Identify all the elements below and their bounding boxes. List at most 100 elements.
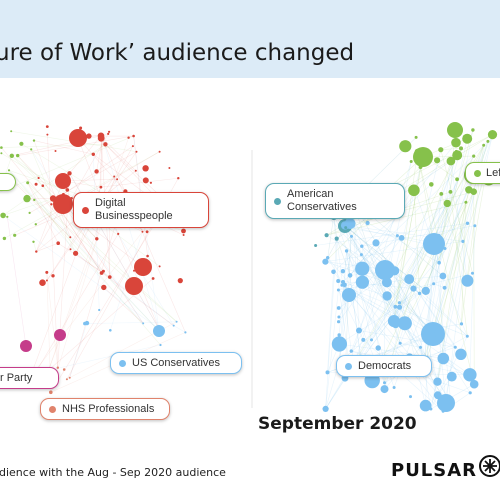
graph-edge [33, 241, 37, 252]
node-blue [434, 329, 444, 339]
node-green [438, 147, 444, 153]
node-blue [419, 345, 422, 349]
node-green [23, 194, 31, 203]
node-red [97, 132, 105, 140]
node-red [34, 182, 38, 186]
node-green [443, 199, 451, 208]
node-red [117, 232, 120, 235]
node-blue [426, 334, 430, 338]
graph-edge [351, 155, 474, 352]
label-american-line2: Conservatives [287, 201, 357, 213]
graph-edge [358, 269, 386, 331]
node-red [101, 284, 107, 291]
node-blue [340, 221, 350, 230]
cluster-label-democrats[interactable]: Democrats [336, 355, 432, 377]
node-blue [336, 306, 341, 310]
node-red [69, 248, 72, 251]
cluster-dot-green [474, 169, 481, 177]
node-green [399, 140, 412, 153]
node-red [39, 279, 46, 286]
node-green [10, 130, 13, 133]
graph-edge [371, 223, 468, 341]
graph-edge [62, 178, 118, 182]
node-blue-big [437, 394, 455, 412]
node-red [151, 277, 155, 280]
node-blue [322, 405, 329, 412]
graph-edge [29, 151, 137, 214]
node-blue [347, 273, 353, 278]
node-blue [461, 274, 474, 287]
node-blue [461, 239, 465, 243]
node-blue [469, 379, 479, 389]
graph-edge [8, 170, 160, 332]
graph-edge [35, 151, 160, 225]
graph-edge [384, 160, 452, 383]
node-blue [375, 345, 381, 351]
node-green [465, 186, 473, 194]
node-salmon [56, 366, 59, 369]
cluster-label-digital-businesspeople[interactable]: Digital Businesspeople [73, 192, 209, 228]
node-blue [175, 320, 178, 323]
node-red [46, 133, 49, 136]
cluster-label-nhs-professionals[interactable]: NHS Professionals [40, 398, 170, 420]
node-green [439, 192, 444, 196]
label-left: Lef [486, 167, 500, 179]
node-blue [365, 220, 370, 226]
graph-edge [100, 135, 186, 333]
graph-edge [71, 133, 109, 199]
cluster-label-us-conservatives[interactable]: US Conservatives [110, 352, 242, 374]
graph-edge [450, 161, 468, 281]
graph-edge [438, 179, 458, 236]
node-red [86, 133, 92, 139]
node-blue [153, 325, 165, 337]
graph-edge [36, 242, 59, 252]
node-blue [359, 253, 363, 257]
label-digital-line1: Digital [95, 197, 126, 209]
label-american-line1: American [287, 188, 334, 200]
node-teal [334, 236, 339, 241]
graph-edge [133, 135, 160, 332]
label-nhs-professionals: NHS Professionals [62, 403, 155, 415]
node-blue [84, 320, 90, 326]
node-red [35, 250, 38, 253]
node-green [451, 137, 461, 148]
node-blue [350, 234, 353, 238]
cluster-label-american-conservatives[interactable]: American Conservatives [265, 183, 405, 219]
graph-edge [102, 138, 136, 171]
node-red [51, 274, 55, 278]
node-green [472, 154, 476, 158]
node-green [429, 182, 434, 187]
graph-edge [75, 253, 174, 326]
node-blue [441, 409, 445, 413]
cluster-label-left[interactable]: Lef [465, 162, 500, 184]
graph-edge [69, 323, 88, 378]
cluster-label-partial-left[interactable] [0, 173, 16, 191]
node-teal [324, 233, 329, 238]
graph-edge [358, 330, 456, 348]
graph-edge [327, 215, 335, 258]
node-red [116, 178, 119, 181]
graph-edge [7, 176, 71, 238]
cluster-dot-teal [274, 197, 281, 205]
node-red [133, 269, 135, 272]
graph-edge [395, 156, 424, 307]
node-green [454, 149, 458, 153]
node-blue [337, 333, 341, 337]
graph-edge [102, 138, 160, 330]
graph-edge [346, 250, 362, 361]
node-blue [184, 331, 187, 334]
node-green [471, 128, 475, 132]
node-blue [471, 271, 474, 275]
cluster-label-labour-party[interactable]: r Party [0, 367, 59, 389]
node-salmon [68, 376, 71, 379]
graph-edge [325, 289, 339, 409]
node-blue [397, 301, 402, 305]
node-blue [337, 320, 341, 324]
node-blue [396, 304, 403, 310]
graph-edge [367, 222, 440, 263]
graph-edge [30, 149, 144, 324]
node-blue [433, 377, 442, 386]
node-blue [433, 391, 442, 400]
node-blue [417, 291, 422, 296]
graph-edge [346, 250, 360, 281]
